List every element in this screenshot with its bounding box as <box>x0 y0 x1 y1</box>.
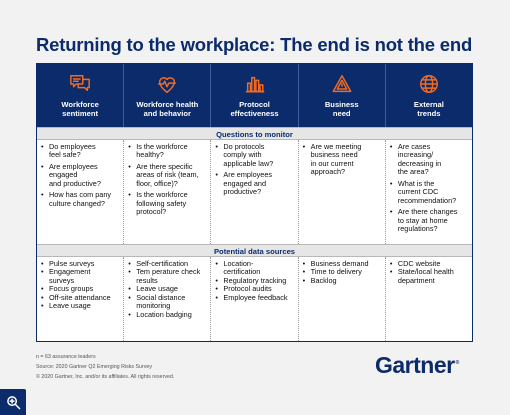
list-item: Self-certification <box>127 259 207 269</box>
heart-pulse-icon <box>158 77 177 93</box>
column-header-workforce-health: Workforce health and behavior <box>124 64 212 127</box>
list-item: Pulse surveys <box>40 259 120 269</box>
list-item: What is the current CDC recommendation? <box>389 179 469 205</box>
list-item: Is the workforce healthy? <box>127 142 207 160</box>
logo-registered-mark: ® <box>455 360 460 367</box>
list-item: Are there changes to stay at home regula… <box>389 207 469 233</box>
footnote-copyright: © 2020 Gartner, Inc. and/or its affiliat… <box>36 374 175 380</box>
column-label: Business need <box>324 100 359 118</box>
list-item: State/local health department <box>389 268 469 285</box>
section-heading-data-sources: Potential data sources <box>37 244 472 257</box>
list-item: Location- certification <box>214 259 294 277</box>
data-sources-cell: Location- certification Regulatory track… <box>211 257 299 341</box>
data-sources-cell: Pulse surveys Engagement surveys Focus g… <box>37 257 125 341</box>
list-item: Are employees engaged and productive? <box>214 171 294 196</box>
zoom-in-icon <box>6 395 20 409</box>
list-item: Focus groups <box>40 284 120 294</box>
list-item: Is the workforce following safety protoc… <box>127 190 207 216</box>
list-item: Leave usage <box>40 301 120 311</box>
data-sources-cell: Self-certification Tem perature check re… <box>124 257 212 341</box>
column-header-workforce-sentiment: Workforce sentiment <box>37 64 125 127</box>
list-item: Tem perature check results <box>127 268 207 285</box>
list-item: Do protocols comply with applicable law? <box>214 142 294 168</box>
column-header-external-trends: External trends <box>386 64 472 127</box>
warning-triangle-icon <box>332 75 352 93</box>
footnote-source: Source: 2020 Gartner Q2 Emerging Risks S… <box>36 364 152 370</box>
questions-cell: Are cases increasing/ decreasing in the … <box>386 140 472 244</box>
list-item: Engagement surveys <box>40 268 120 285</box>
footnote-sample-size: n = 63 assurance leaders <box>36 354 96 360</box>
questions-cell: Is the workforce healthy? Are there spec… <box>124 140 212 244</box>
column-label: External trends <box>413 100 444 118</box>
list-item: Employee feedback <box>214 293 294 303</box>
column-label: Workforce health and behavior <box>136 100 199 118</box>
list-item: Off-site attendance <box>40 293 120 303</box>
framework-table: Workforce sentiment Workforce health and… <box>36 63 473 342</box>
bar-chart-icon <box>245 76 264 93</box>
data-sources-row: Pulse surveys Engagement surveys Focus g… <box>37 257 472 341</box>
zoom-button[interactable] <box>0 389 26 415</box>
list-item: Time to delivery <box>302 267 382 277</box>
list-item: Backlog <box>302 276 382 286</box>
data-sources-cell: Business demand Time to delivery Backlog <box>299 257 386 341</box>
logo-text: Gartner <box>375 352 455 378</box>
column-label: Workforce sentiment <box>61 100 99 118</box>
list-item: CDC website <box>389 259 469 269</box>
questions-row: Do employees feel safe? Are employees en… <box>37 140 472 244</box>
questions-cell: Are we meeting business need in our curr… <box>299 140 386 244</box>
globe-icon <box>419 75 438 93</box>
list-item: Location badging <box>127 310 207 320</box>
column-header-protocol-effectiveness: Protocol effectiveness <box>211 64 299 127</box>
page-title: Returning to the workplace: The end is n… <box>36 34 473 55</box>
list-item: Are cases increasing/ decreasing in the … <box>389 142 469 177</box>
list-item: Regulatory tracking <box>214 276 294 286</box>
chat-bubbles-icon <box>70 75 90 92</box>
list-item: Are employees engaged and productive? <box>40 162 120 188</box>
column-header-row: Workforce sentiment Workforce health and… <box>37 64 472 127</box>
data-sources-cell: CDC website State/local health departmen… <box>386 257 472 341</box>
list-item: Protocol audits <box>214 284 294 294</box>
list-item: Are there specific areas of risk (team, … <box>127 162 207 188</box>
column-header-business-need: Business need <box>299 64 386 127</box>
gartner-logo: Gartner® <box>375 352 459 379</box>
list-item: How has com pany culture changed? <box>40 191 120 208</box>
list-item: Do employees feel safe? <box>40 142 120 160</box>
column-label: Protocol effectiveness <box>230 100 279 118</box>
list-item: Business demand <box>302 259 382 269</box>
list-item: Leave usage <box>127 284 207 294</box>
section-heading-questions: Questions to monitor <box>37 127 472 140</box>
questions-cell: Do protocols comply with applicable law?… <box>211 140 299 244</box>
list-item: Social distance monitoring <box>127 293 207 311</box>
questions-cell: Do employees feel safe? Are employees en… <box>37 140 125 244</box>
list-item: Are we meeting business need in our curr… <box>302 142 382 177</box>
